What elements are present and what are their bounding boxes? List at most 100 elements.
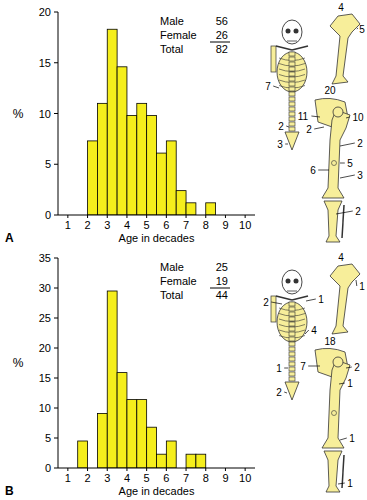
y-tick	[54, 288, 58, 289]
site-count: 4	[338, 252, 344, 263]
site-count: 2	[355, 206, 361, 217]
x-tick	[126, 215, 127, 218]
histogram-bar	[97, 413, 107, 468]
histogram-bar	[78, 441, 88, 468]
histogram-bar	[157, 454, 167, 468]
histogram-bar	[117, 67, 127, 215]
eye	[286, 279, 291, 284]
vertebra	[289, 377, 295, 381]
bars	[88, 29, 216, 215]
histogram-bar	[137, 103, 147, 215]
y-tick-label: 10	[39, 108, 51, 120]
eye	[286, 29, 291, 34]
vertebra	[289, 117, 295, 121]
site-count: 5	[359, 24, 365, 35]
y-axis	[58, 258, 59, 468]
y-tick-label: 10	[39, 402, 51, 414]
leader-line	[356, 280, 358, 286]
bone	[285, 132, 299, 150]
vertebra	[289, 362, 295, 366]
site-count: 1	[349, 433, 355, 444]
mark	[332, 411, 337, 416]
y-tick-label: 15	[39, 372, 51, 384]
humerus	[330, 14, 360, 84]
y-tick	[54, 468, 58, 469]
x-tick	[107, 215, 108, 218]
y-tick-label: 5	[45, 432, 51, 444]
x-tick-label: 1	[65, 472, 71, 484]
x-axis-label: Age in decades	[119, 232, 195, 244]
x-tick	[107, 468, 108, 471]
tibia	[324, 451, 342, 492]
histogram-bar	[166, 441, 176, 468]
annotation-value: 82	[216, 43, 228, 55]
site-count: 11	[298, 111, 309, 122]
vertebra	[289, 87, 295, 91]
histogram-bar	[137, 400, 147, 468]
histogram-bar	[186, 454, 196, 468]
vertebra	[289, 372, 295, 376]
y-axis-label: %	[13, 356, 24, 370]
y-tick-label: 0	[45, 209, 51, 221]
annotation-value: 19	[216, 275, 228, 287]
y-tick	[54, 348, 58, 349]
histogram-bar	[127, 116, 137, 215]
histogram-bar	[206, 203, 216, 215]
y-tick	[54, 318, 58, 319]
eye	[294, 29, 299, 34]
site-count: 1	[276, 363, 282, 374]
x-tick	[245, 215, 246, 218]
vertebra	[289, 327, 295, 331]
x-tick-label: 10	[239, 472, 251, 484]
leader-line	[339, 383, 345, 384]
leader-line	[336, 211, 353, 214]
y-tick	[54, 62, 58, 63]
vertebra	[289, 57, 295, 61]
site-count: 3	[277, 139, 283, 150]
vertebra	[289, 312, 295, 316]
skeleton-trunk	[271, 20, 308, 150]
vertebra	[289, 357, 295, 361]
histogram-bar	[117, 373, 127, 468]
leader-line	[346, 117, 350, 118]
annotation-text: Female	[160, 275, 197, 287]
x-tick-label: 9	[222, 472, 228, 484]
bone	[276, 296, 292, 300]
rib	[279, 308, 305, 311]
bone	[277, 302, 307, 342]
leader-line	[285, 144, 288, 145]
leader-line	[357, 28, 358, 29]
skeleton: 72345201121025632	[265, 2, 365, 242]
vertebra	[289, 77, 295, 81]
skeleton: 21412411872111	[263, 252, 365, 492]
x-tick-label: 5	[144, 472, 150, 484]
histogram-bar	[186, 203, 196, 215]
vertebra	[289, 102, 295, 106]
jaw	[287, 291, 297, 292]
leader-line	[273, 86, 279, 88]
x-tick-label: 7	[183, 219, 189, 231]
x-tick	[225, 468, 226, 471]
skeleton-leg	[315, 98, 350, 242]
figure: 0510152012345678910Age in decades%AMale5…	[0, 0, 367, 500]
vertebra	[289, 367, 295, 371]
vertebra	[289, 352, 295, 356]
histogram-bar	[147, 116, 157, 215]
x-tick	[225, 215, 226, 218]
femoral-head	[333, 357, 343, 367]
histogram-bar	[97, 103, 107, 215]
sum-rule	[210, 42, 230, 43]
annotation-text: Total	[160, 289, 183, 301]
y-tick-label: 20	[39, 6, 51, 18]
vertebra	[289, 347, 295, 351]
y-tick-label: 5	[45, 158, 51, 170]
bone	[285, 382, 299, 400]
site-count: 1	[347, 478, 353, 489]
histogram-bar	[196, 454, 206, 468]
vertebra	[289, 72, 295, 76]
x-tick	[87, 215, 88, 218]
x-tick-label: 9	[222, 219, 228, 231]
histogram-panel: 0510152025303512345678910Age in decades%…	[5, 252, 255, 498]
x-tick-label: 5	[144, 219, 150, 231]
vertebra	[289, 52, 295, 56]
